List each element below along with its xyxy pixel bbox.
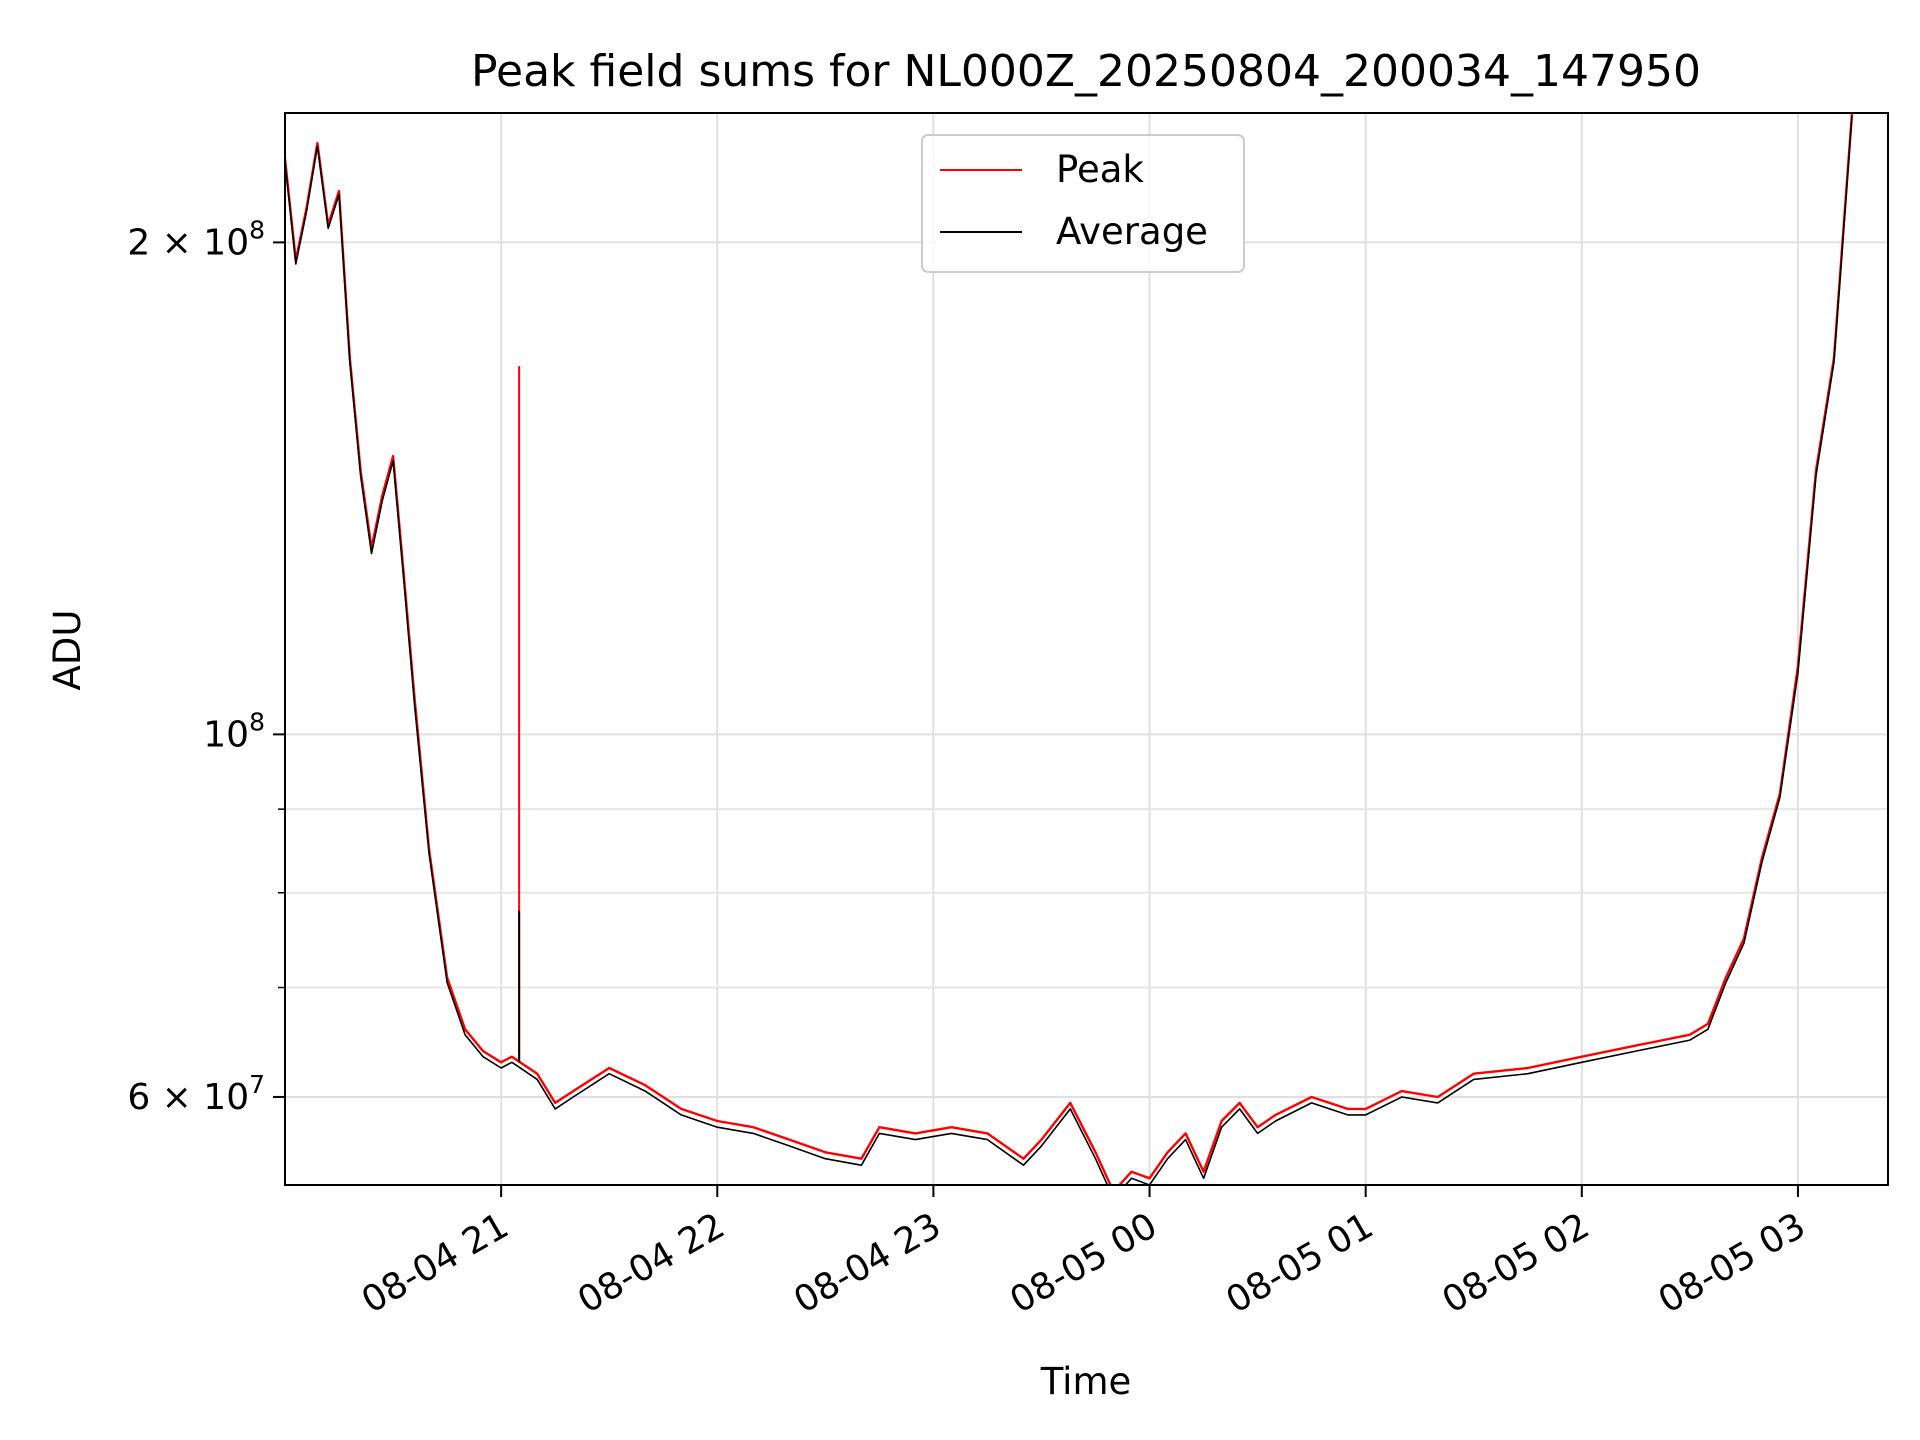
series-layer — [285, 113, 1854, 1185]
grid-lines — [285, 113, 1888, 1185]
y-tick-label: 6 × 107 — [127, 1070, 265, 1118]
y-tick-label: 108 — [203, 707, 265, 755]
x-axis-title: Time — [1040, 1360, 1132, 1403]
legend-label-peak: Peak — [1056, 148, 1144, 191]
series-line-average — [285, 115, 1853, 1185]
plot-frame — [284, 112, 1889, 1186]
legend: Peak Average — [921, 134, 1245, 273]
y-axis: 2 × 108 108 6 × 107 — [127, 215, 285, 1118]
y-axis-title: ADU — [46, 610, 89, 691]
legend-label-average: Average — [1056, 210, 1208, 253]
chart-title: Peak field sums for NL000Z_20250804_2000… — [471, 46, 1701, 97]
y-tick-label: 2 × 108 — [127, 215, 265, 263]
